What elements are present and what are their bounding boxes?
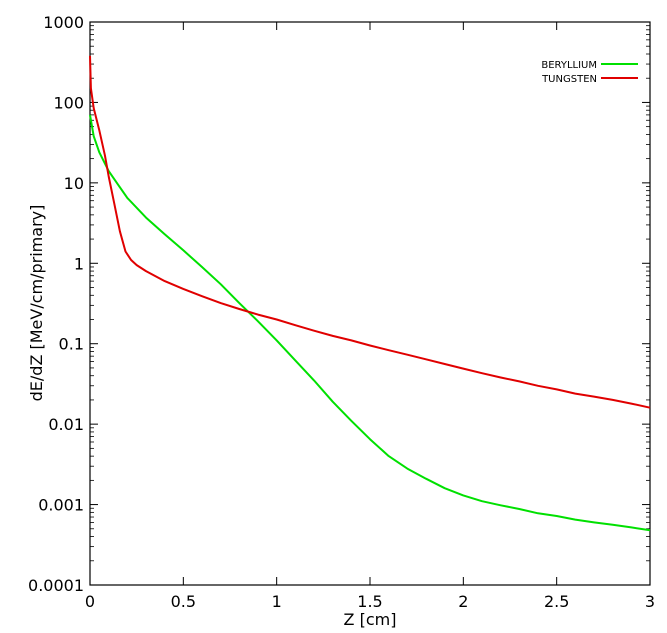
- y-tick-label: 0.0001: [28, 576, 84, 595]
- series-line-tungsten: [89, 55, 651, 409]
- x-tick-label: 1: [272, 592, 282, 611]
- series-line-beryllium: [89, 114, 651, 532]
- x-tick-label: 1.5: [357, 592, 382, 611]
- y-tick-label: 0.1: [59, 335, 84, 354]
- series-lines: [89, 55, 651, 532]
- y-tick-labels: 0.0001 0.001 0.01 0.1 1 10 100 1000: [28, 13, 84, 595]
- legend-label-beryllium: BERYLLIUM: [541, 60, 597, 71]
- legend-label-tungsten: TUNGSTEN: [541, 74, 597, 85]
- y-tick-label: 100: [53, 93, 84, 112]
- legend: BERYLLIUM TUNGSTEN: [541, 60, 638, 85]
- x-tick-label: 3: [645, 592, 655, 611]
- x-tick-labels: 0 0.5 1 1.5 2 2.5 3: [85, 592, 655, 611]
- x-tick-label: 0: [85, 592, 95, 611]
- tick-marks: [89, 21, 651, 586]
- x-tick-label: 0.5: [171, 592, 196, 611]
- x-tick-label: 2: [458, 592, 468, 611]
- y-tick-label: 0.01: [48, 415, 84, 434]
- x-axis-label: Z [cm]: [344, 610, 397, 629]
- y-tick-label: 1: [74, 254, 84, 273]
- y-tick-label: 0.001: [38, 496, 84, 515]
- plot-frame: [89, 21, 651, 586]
- x-tick-label: 2.5: [544, 592, 569, 611]
- y-tick-label: 10: [64, 174, 84, 193]
- y-tick-label: 1000: [43, 13, 84, 32]
- y-axis-label: dE/dZ [MeV/cm/primary]: [27, 205, 46, 402]
